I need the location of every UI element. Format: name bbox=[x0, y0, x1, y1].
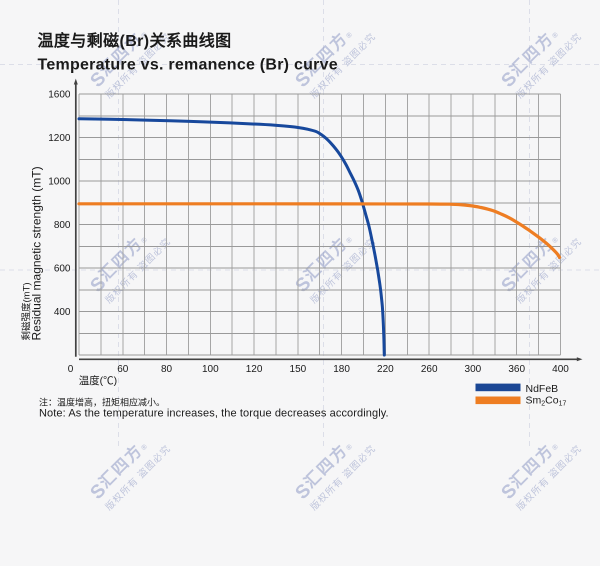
svg-text:1600: 1600 bbox=[48, 90, 71, 101]
svg-text:120: 120 bbox=[246, 364, 263, 375]
svg-text:剩磁强度(mT): 剩磁强度(mT) bbox=[21, 282, 33, 340]
svg-text:NdFeB: NdFeB bbox=[526, 383, 559, 395]
svg-text:80: 80 bbox=[161, 364, 173, 375]
svg-text:1000: 1000 bbox=[48, 177, 71, 188]
svg-text:温度与剩磁(Br)关系曲线图: 温度与剩磁(Br)关系曲线图 bbox=[37, 31, 232, 50]
svg-text:Note: As the temperature incre: Note: As the temperature increases, the … bbox=[39, 408, 389, 420]
svg-text:180: 180 bbox=[333, 364, 350, 375]
svg-text:1200: 1200 bbox=[48, 133, 71, 144]
svg-text:220: 220 bbox=[377, 364, 394, 375]
svg-text:Sm2Co17: Sm2Co17 bbox=[526, 395, 567, 408]
svg-text:150: 150 bbox=[290, 364, 307, 375]
svg-text:Temperature vs. remanence (Br): Temperature vs. remanence (Br) curve bbox=[38, 57, 338, 74]
svg-text:400: 400 bbox=[552, 364, 569, 375]
svg-text:注：温度增高，扭矩相应减小。: 注：温度增高，扭矩相应减小。 bbox=[39, 397, 165, 408]
svg-text:800: 800 bbox=[54, 220, 71, 231]
svg-text:Residual magnetic strength (mT: Residual magnetic strength (mT) bbox=[30, 166, 44, 340]
svg-text:300: 300 bbox=[465, 364, 482, 375]
svg-text:600: 600 bbox=[54, 264, 71, 275]
svg-text:260: 260 bbox=[421, 364, 438, 375]
svg-text:360: 360 bbox=[508, 364, 525, 375]
svg-text:400: 400 bbox=[54, 307, 71, 318]
svg-text:0: 0 bbox=[68, 364, 74, 375]
svg-text:温度(℃): 温度(℃) bbox=[79, 374, 118, 387]
svg-text:100: 100 bbox=[202, 364, 219, 375]
svg-text:60: 60 bbox=[117, 364, 129, 375]
